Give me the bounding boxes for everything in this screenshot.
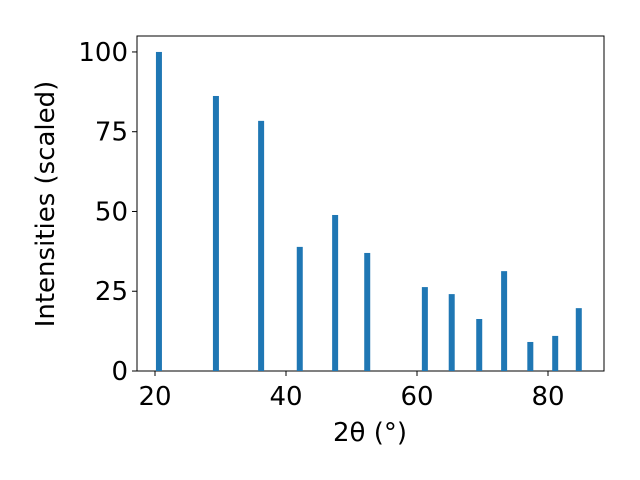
bar [212, 95, 219, 371]
x-tick-label: 60 [400, 382, 433, 412]
bar [296, 246, 303, 371]
bar [448, 294, 455, 371]
y-axis-label: Intensities (scaled) [31, 81, 61, 328]
x-tick-label: 20 [138, 382, 171, 412]
bar [575, 308, 582, 371]
bar [421, 287, 428, 371]
x-tick-label: 80 [531, 382, 564, 412]
y-tick-label: 25 [95, 277, 128, 307]
bar [364, 252, 371, 371]
x-axis-label: 2θ (°) [333, 418, 407, 448]
y-tick-label: 75 [95, 118, 128, 148]
bar [332, 214, 339, 371]
plot-frame [136, 35, 605, 372]
bar [527, 341, 534, 371]
y-tick-label: 100 [78, 38, 128, 68]
bar [476, 318, 483, 371]
bar [258, 120, 265, 371]
bar [552, 335, 559, 371]
y-tick-label: 0 [111, 357, 128, 387]
bar [501, 271, 508, 371]
bar [155, 51, 162, 371]
x-tick-label: 40 [269, 382, 302, 412]
y-tick-label: 50 [95, 197, 128, 227]
